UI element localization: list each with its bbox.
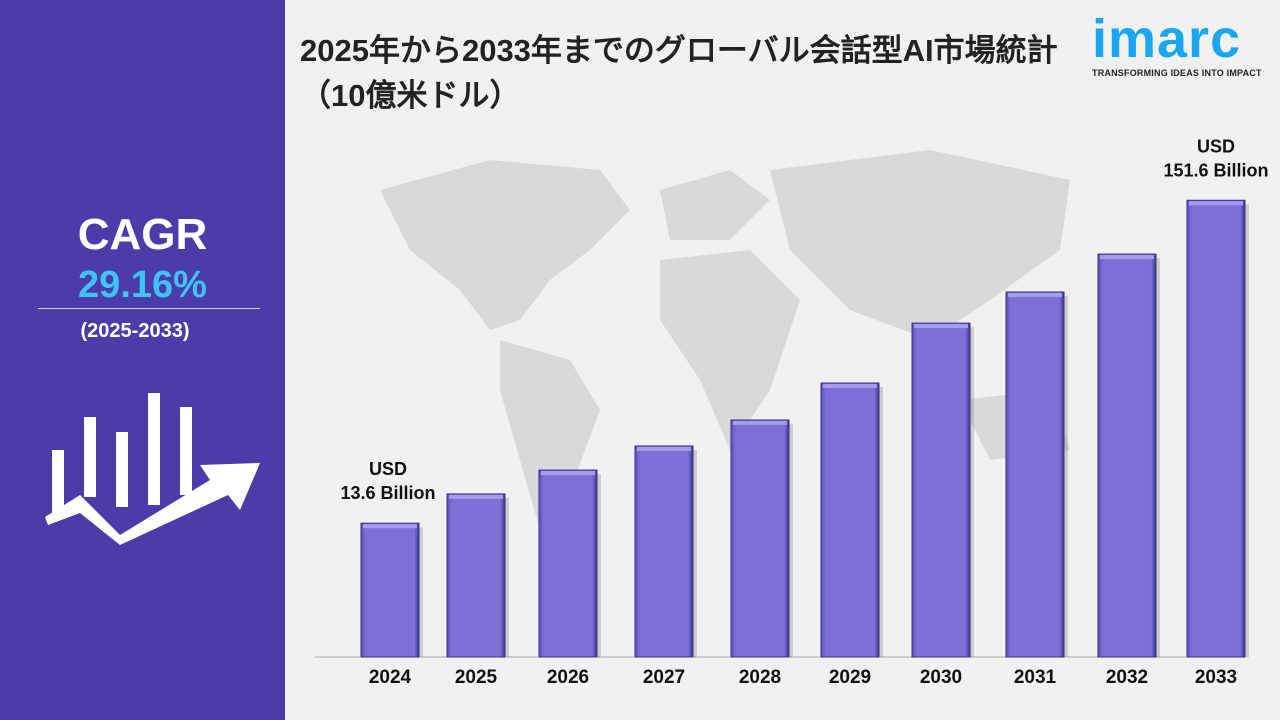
bar-highlight: [363, 524, 417, 529]
bar-2024: [360, 522, 420, 658]
bar-highlight: [733, 420, 787, 425]
bar-highlight: [1100, 255, 1154, 260]
bar-2032: [1097, 253, 1157, 658]
bar-highlight: [914, 324, 968, 329]
growth-chart-icon: [45, 393, 260, 545]
world-map-background: [380, 150, 1070, 530]
logo-wordmark: imarc: [1092, 9, 1242, 69]
x-tick-label: 2028: [739, 667, 781, 688]
bar-2031: [1005, 291, 1065, 658]
logo-tagline: TRANSFORMING IDEAS INTO IMPACT: [1092, 68, 1262, 78]
x-tick-label: 2026: [547, 667, 589, 688]
cagr-label: CAGR: [77, 210, 208, 259]
data-label: USD: [1197, 136, 1235, 156]
bar-chart: 2024 2025 2026 2027 2028 2029 2030 2031 2032 2033…: [315, 136, 1269, 688]
data-label: 13.6 Billion: [340, 483, 435, 503]
x-tick-label: 2027: [643, 667, 685, 688]
imarc-logo: imarc TRANSFORMING IDEAS INTO IMPACT: [1092, 10, 1272, 78]
data-label: USD: [369, 459, 407, 479]
bar-highlight: [823, 384, 877, 389]
bar-highlight: [541, 471, 595, 476]
x-tick-label: 2025: [455, 667, 498, 688]
x-tick-label: 2032: [1106, 667, 1148, 688]
bar-2029: [820, 382, 880, 658]
x-tick-label: 2033: [1195, 667, 1237, 688]
bar-2030: [911, 322, 971, 658]
bar-highlight: [1008, 292, 1062, 297]
bar-2027: [634, 445, 694, 658]
data-label: 151.6 Billion: [1163, 160, 1268, 180]
cagr-period: (2025-2033): [80, 320, 190, 342]
x-tick-label: 2031: [1014, 667, 1057, 688]
bar-2026: [538, 469, 598, 658]
x-tick-label: 2030: [920, 667, 962, 688]
cagr-value: 29.16%: [78, 264, 207, 306]
cagr-panel: CAGR 29.16% (2025-2033): [0, 0, 285, 720]
x-tick-label: 2029: [829, 667, 871, 688]
chart-title: 2025年から2033年までのグローバル会話型AI市場統計（10億米ドル）: [300, 33, 1058, 113]
bar-highlight: [637, 446, 691, 451]
bar-2033: [1186, 199, 1246, 658]
bar-2025: [446, 493, 506, 658]
bar-highlight: [449, 494, 503, 499]
bar-highlight: [1189, 201, 1243, 206]
bar-2028: [730, 419, 790, 658]
divider: [38, 308, 260, 309]
x-tick-label: 2024: [369, 667, 412, 688]
